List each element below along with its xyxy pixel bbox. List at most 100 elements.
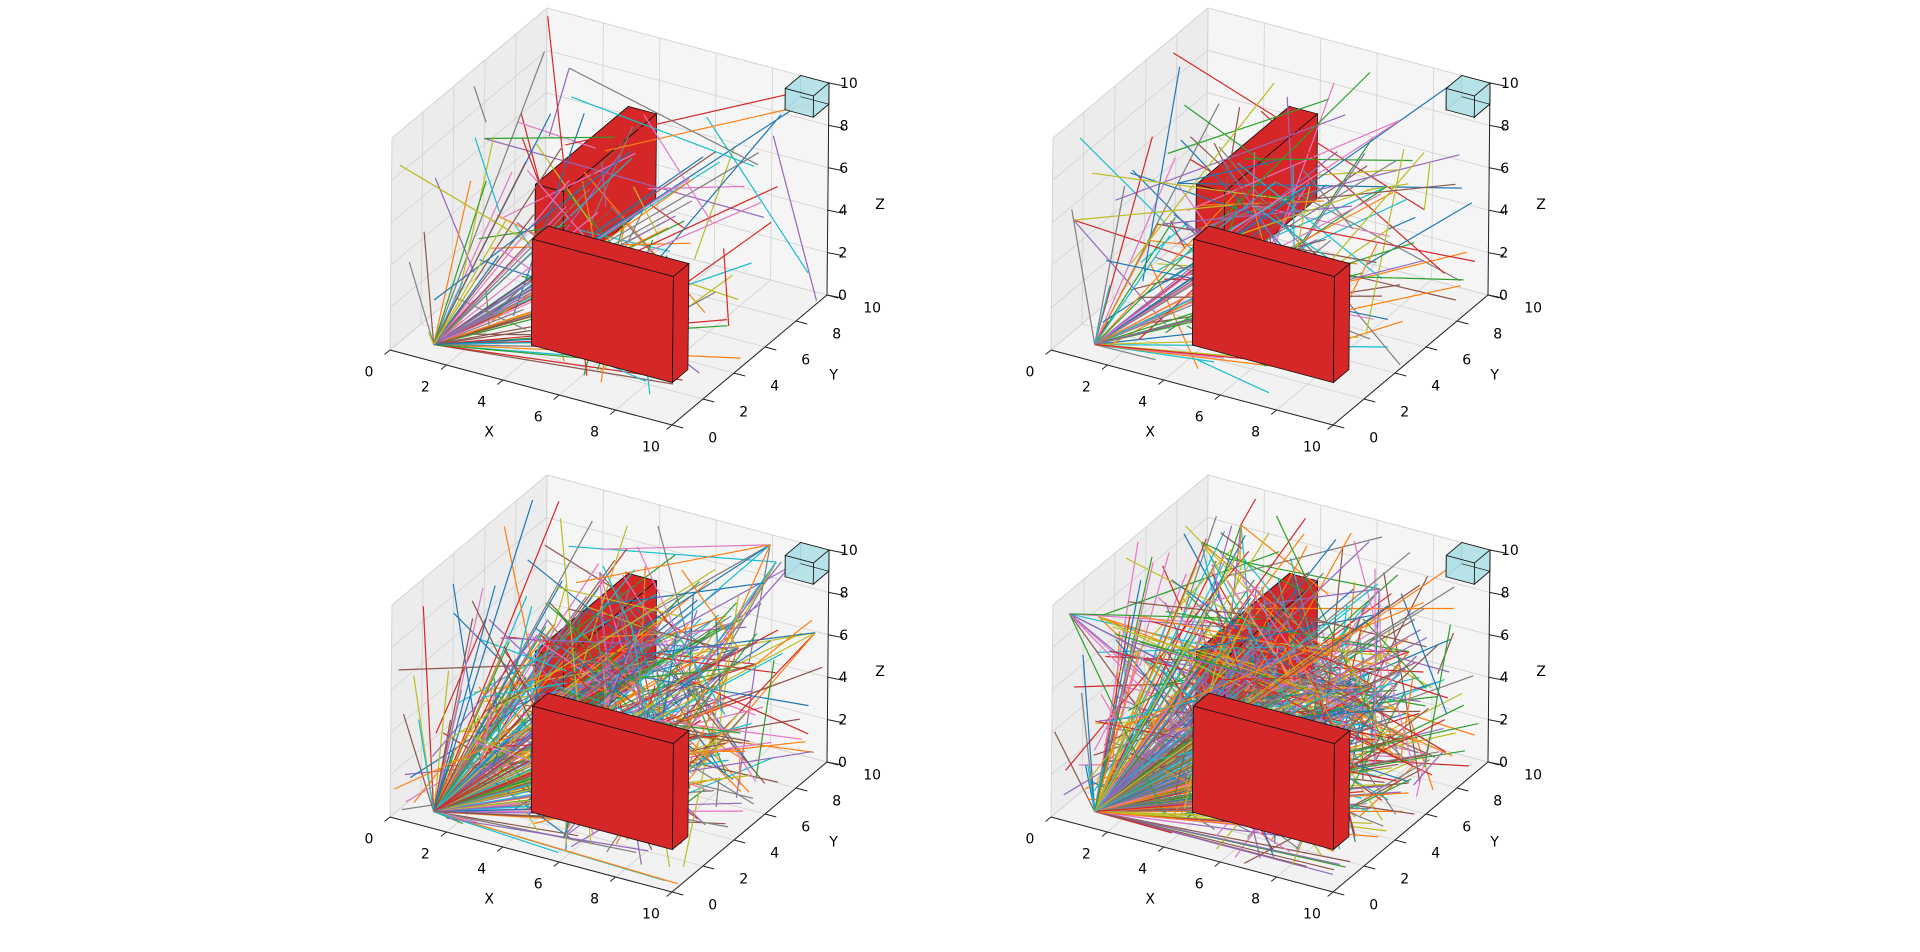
z-tick-label: 4 xyxy=(1500,670,1509,686)
z-axis-label: Z xyxy=(875,197,885,213)
y-tick-label: 2 xyxy=(1400,405,1409,421)
z-tick-label: 10 xyxy=(840,76,858,92)
y-tick xyxy=(703,866,714,869)
x-axis-label: X xyxy=(1145,425,1155,441)
x-tick-label: 0 xyxy=(1025,364,1034,380)
x-tick-label: 8 xyxy=(1251,424,1260,440)
z-tick-label: 6 xyxy=(1500,628,1509,644)
z-tick-label: 4 xyxy=(839,670,848,686)
x-tick-label: 8 xyxy=(590,891,599,907)
y-tick-label: 8 xyxy=(1493,327,1502,343)
obstacle-box-2-face xyxy=(672,264,689,383)
x-tick-label: 10 xyxy=(642,906,660,922)
x-tick xyxy=(1158,380,1163,385)
y-axis-label: Y xyxy=(1489,367,1499,383)
y-tick xyxy=(1457,321,1468,324)
x-tick xyxy=(1102,832,1107,837)
obstacle-box-2-face xyxy=(1333,264,1350,383)
x-tick xyxy=(554,862,559,867)
y-tick-label: 10 xyxy=(863,768,881,784)
y-tick xyxy=(1333,425,1344,428)
z-tick-label: 0 xyxy=(838,288,847,304)
x-tick xyxy=(1328,892,1333,897)
y-tick-label: 6 xyxy=(1462,353,1471,369)
x-axis-label: X xyxy=(484,425,494,441)
x-tick xyxy=(497,380,502,385)
x-tick xyxy=(441,832,446,837)
y-tick xyxy=(1457,788,1468,791)
x-tick-label: 2 xyxy=(1082,379,1091,395)
y-tick-label: 0 xyxy=(708,431,717,447)
x-tick xyxy=(1046,350,1051,355)
x-tick xyxy=(385,350,390,355)
y-tick xyxy=(765,347,776,350)
x-tick xyxy=(1215,862,1220,867)
y-tick xyxy=(1395,840,1406,843)
x-tick-label: 10 xyxy=(1303,439,1321,455)
z-tick-label: 2 xyxy=(838,246,847,262)
x-tick-label: 0 xyxy=(364,831,373,847)
z-tick-label: 8 xyxy=(1501,585,1510,601)
obstacle-box-2-face xyxy=(672,731,689,850)
y-tick-label: 4 xyxy=(770,846,779,862)
y-tick xyxy=(1395,373,1406,376)
x-tick-label: 6 xyxy=(534,409,543,425)
x-tick xyxy=(610,877,615,882)
y-tick xyxy=(734,373,745,376)
y-tick xyxy=(734,840,745,843)
y-tick-label: 6 xyxy=(801,353,810,369)
x-tick-label: 6 xyxy=(1195,876,1204,892)
x-tick-label: 10 xyxy=(642,439,660,455)
z-tick-label: 6 xyxy=(839,628,848,644)
x-tick xyxy=(610,410,615,415)
x-tick-label: 4 xyxy=(477,394,486,410)
y-tick-label: 6 xyxy=(801,820,810,836)
x-tick-label: 6 xyxy=(1195,409,1204,425)
x-tick-label: 0 xyxy=(1025,831,1034,847)
x-tick-label: 10 xyxy=(1303,906,1321,922)
y-tick-label: 4 xyxy=(770,379,779,395)
x-axis-label: X xyxy=(484,892,494,908)
x-tick xyxy=(441,365,446,370)
x-tick xyxy=(667,892,672,897)
z-tick-label: 2 xyxy=(1499,713,1508,729)
y-tick xyxy=(1426,814,1437,817)
z-tick-label: 6 xyxy=(839,161,848,177)
x-tick xyxy=(1158,847,1163,852)
x-tick xyxy=(554,395,559,400)
x-tick xyxy=(497,847,502,852)
y-tick-label: 10 xyxy=(1524,768,1542,784)
y-tick-label: 2 xyxy=(739,405,748,421)
z-tick-label: 8 xyxy=(840,585,849,601)
z-tick-label: 2 xyxy=(838,713,847,729)
y-tick xyxy=(672,425,683,428)
y-axis-label: Y xyxy=(1489,834,1499,850)
z-tick-label: 0 xyxy=(1499,755,1508,771)
y-tick-label: 8 xyxy=(832,327,841,343)
x-tick xyxy=(1215,395,1220,400)
x-tick-label: 2 xyxy=(421,379,430,395)
x-tick-label: 8 xyxy=(590,424,599,440)
z-tick-label: 10 xyxy=(840,543,858,559)
z-tick-label: 8 xyxy=(840,118,849,134)
x-tick xyxy=(1271,877,1276,882)
y-tick xyxy=(1426,347,1437,350)
y-tick-label: 10 xyxy=(863,301,881,317)
x-tick-label: 6 xyxy=(534,876,543,892)
x-tick-label: 2 xyxy=(421,846,430,862)
z-tick-label: 6 xyxy=(1500,161,1509,177)
z-axis-label: Z xyxy=(1536,197,1546,213)
z-tick-label: 8 xyxy=(1501,118,1510,134)
x-tick xyxy=(667,425,672,430)
y-tick xyxy=(765,814,776,817)
y-tick-label: 2 xyxy=(739,872,748,888)
z-tick-label: 4 xyxy=(839,203,848,219)
z-axis-label: Z xyxy=(875,664,885,680)
x-tick xyxy=(1328,425,1333,430)
y-tick-label: 8 xyxy=(832,794,841,810)
z-tick-label: 4 xyxy=(1500,203,1509,219)
